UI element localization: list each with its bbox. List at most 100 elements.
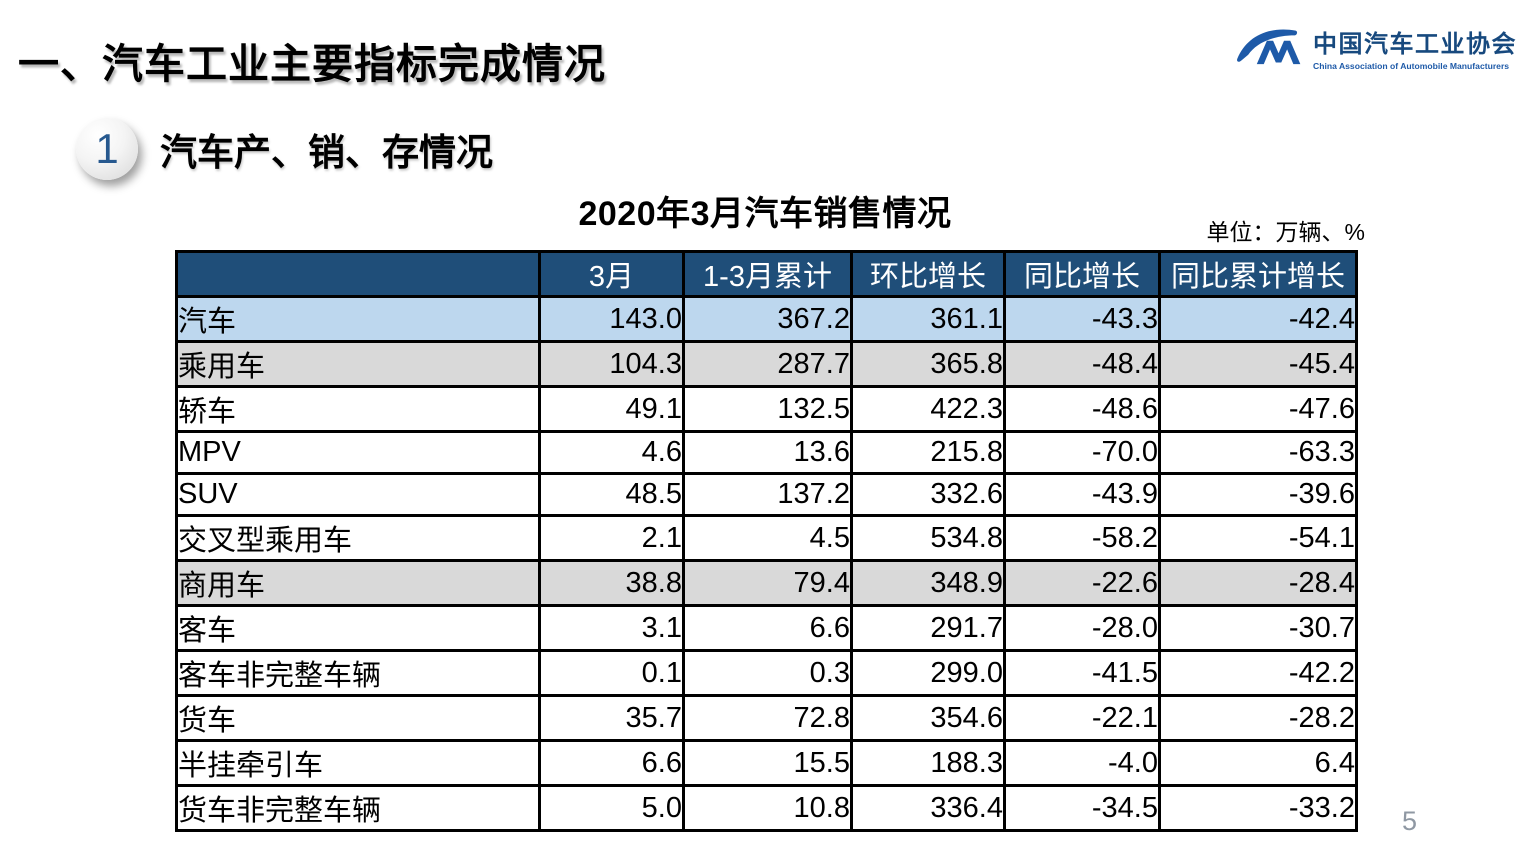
caam-logo: 中国汽车工业协会 China Association of Automobile… <box>1235 22 1517 72</box>
row-label: 货车 <box>175 694 541 742</box>
column-header <box>175 250 541 298</box>
row-value: -22.1 <box>1003 694 1161 742</box>
row-value: 336.4 <box>850 784 1006 832</box>
table-row: 汽车 143.0 367.2 361.1 -43.3 -42.4 <box>175 295 1358 343</box>
row-value: 0.1 <box>538 649 685 697</box>
table-row: MPV 4.6 13.6 215.8 -70.0 -63.3 <box>175 430 1358 475</box>
section-header: 1 汽车产、销、存情况 <box>76 118 493 180</box>
row-value: 287.7 <box>682 340 853 388</box>
page-number: 5 <box>1402 806 1418 836</box>
table-row: 客车非完整车辆 0.1 0.3 299.0 -41.5 -42.2 <box>175 649 1358 697</box>
column-header: 环比增长 <box>850 250 1006 298</box>
row-value: -4.0 <box>1003 739 1161 787</box>
row-value: -30.7 <box>1158 604 1358 652</box>
row-value: 15.5 <box>682 739 853 787</box>
row-value: -70.0 <box>1003 430 1161 475</box>
row-value: 49.1 <box>538 385 685 433</box>
section-title: 汽车产、销、存情况 <box>160 132 493 173</box>
row-label: 客车 <box>175 604 541 652</box>
table-row: 乘用车 104.3 287.7 365.8 -48.4 -45.4 <box>175 340 1358 388</box>
column-header: 1-3月累计 <box>682 250 853 298</box>
row-label: 交叉型乘用车 <box>175 514 541 562</box>
row-value: 0.3 <box>682 649 853 697</box>
sales-table: 3月 1-3月累计 环比增长 同比增长 同比累计增长 汽车 143.0 367.2 361.1… <box>175 250 1358 832</box>
section-number-badge: 1 <box>76 118 138 180</box>
row-value: 5.0 <box>538 784 685 832</box>
table-row: 货车非完整车辆 5.0 10.8 336.4 -34.5 -33.2 <box>175 784 1358 832</box>
row-label: 客车非完整车辆 <box>175 649 541 697</box>
row-label: 货车非完整车辆 <box>175 784 541 832</box>
row-value: 72.8 <box>682 694 853 742</box>
row-value: 48.5 <box>538 472 685 517</box>
row-value: -22.6 <box>1003 559 1161 607</box>
row-value: -39.6 <box>1158 472 1358 517</box>
row-value: -41.5 <box>1003 649 1161 697</box>
row-label: 轿车 <box>175 385 541 433</box>
row-value: 35.7 <box>538 694 685 742</box>
row-value: 365.8 <box>850 340 1006 388</box>
table-row: 商用车 38.8 79.4 348.9 -22.6 -28.4 <box>175 559 1358 607</box>
row-label: 半挂牵引车 <box>175 739 541 787</box>
row-value: 332.6 <box>850 472 1006 517</box>
row-value: 367.2 <box>682 295 853 343</box>
row-value: -48.4 <box>1003 340 1161 388</box>
row-value: 137.2 <box>682 472 853 517</box>
row-label: 汽车 <box>175 295 541 343</box>
row-value: 6.6 <box>682 604 853 652</box>
table-row: 客车 3.1 6.6 291.7 -28.0 -30.7 <box>175 604 1358 652</box>
row-label: MPV <box>175 430 541 475</box>
row-value: -54.1 <box>1158 514 1358 562</box>
table-row: SUV 48.5 137.2 332.6 -43.9 -39.6 <box>175 472 1358 517</box>
table-title: 2020年3月汽车销售情况 <box>578 195 952 233</box>
table-header-row: 3月 1-3月累计 环比增长 同比增长 同比累计增长 <box>175 250 1358 298</box>
row-value: 215.8 <box>850 430 1006 475</box>
row-value: -28.4 <box>1158 559 1358 607</box>
unit-note: 单位：万辆、% <box>1206 219 1365 245</box>
row-value: -48.6 <box>1003 385 1161 433</box>
row-value: 361.1 <box>850 295 1006 343</box>
row-value: -47.6 <box>1158 385 1358 433</box>
row-value: 38.8 <box>538 559 685 607</box>
caam-logo-icon <box>1237 29 1301 65</box>
row-value: -42.4 <box>1158 295 1358 343</box>
row-value: 10.8 <box>682 784 853 832</box>
table-row: 交叉型乘用车 2.1 4.5 534.8 -58.2 -54.1 <box>175 514 1358 562</box>
row-value: -28.2 <box>1158 694 1358 742</box>
table-body: 汽车 143.0 367.2 361.1 -43.3 -42.4 乘用车 104.3 287.7… <box>175 295 1358 832</box>
row-value: 4.5 <box>682 514 853 562</box>
row-value: -33.2 <box>1158 784 1358 832</box>
row-value: -43.3 <box>1003 295 1161 343</box>
row-label: SUV <box>175 472 541 517</box>
row-value: 291.7 <box>850 604 1006 652</box>
row-value: 2.1 <box>538 514 685 562</box>
row-value: 348.9 <box>850 559 1006 607</box>
row-label: 乘用车 <box>175 340 541 388</box>
row-value: -58.2 <box>1003 514 1161 562</box>
row-value: 6.6 <box>538 739 685 787</box>
row-value: 104.3 <box>538 340 685 388</box>
row-value: 132.5 <box>682 385 853 433</box>
row-value: 79.4 <box>682 559 853 607</box>
row-value: -28.0 <box>1003 604 1161 652</box>
row-value: 354.6 <box>850 694 1006 742</box>
row-value: 143.0 <box>538 295 685 343</box>
table-row: 半挂牵引车 6.6 15.5 188.3 -4.0 6.4 <box>175 739 1358 787</box>
row-value: -34.5 <box>1003 784 1161 832</box>
column-header: 同比累计增长 <box>1158 250 1358 298</box>
table-row: 货车 35.7 72.8 354.6 -22.1 -28.2 <box>175 694 1358 742</box>
logo-name-en: China Association of Automobile Manufact… <box>1313 60 1510 71</box>
row-value: 299.0 <box>850 649 1006 697</box>
page-title: 一、汽车工业主要指标完成情况 <box>18 41 606 87</box>
logo-name-cn: 中国汽车工业协会 <box>1313 30 1517 58</box>
row-value: 4.6 <box>538 430 685 475</box>
row-value: -43.9 <box>1003 472 1161 517</box>
caam-logo-text: 中国汽车工业协会 China Association of Automobile… <box>1313 24 1517 71</box>
row-value: 534.8 <box>850 514 1006 562</box>
row-value: 188.3 <box>850 739 1006 787</box>
table-row: 轿车 49.1 132.5 422.3 -48.6 -47.6 <box>175 385 1358 433</box>
row-value: -42.2 <box>1158 649 1358 697</box>
column-header: 3月 <box>538 250 685 298</box>
row-value: 6.4 <box>1158 739 1358 787</box>
row-value: -45.4 <box>1158 340 1358 388</box>
